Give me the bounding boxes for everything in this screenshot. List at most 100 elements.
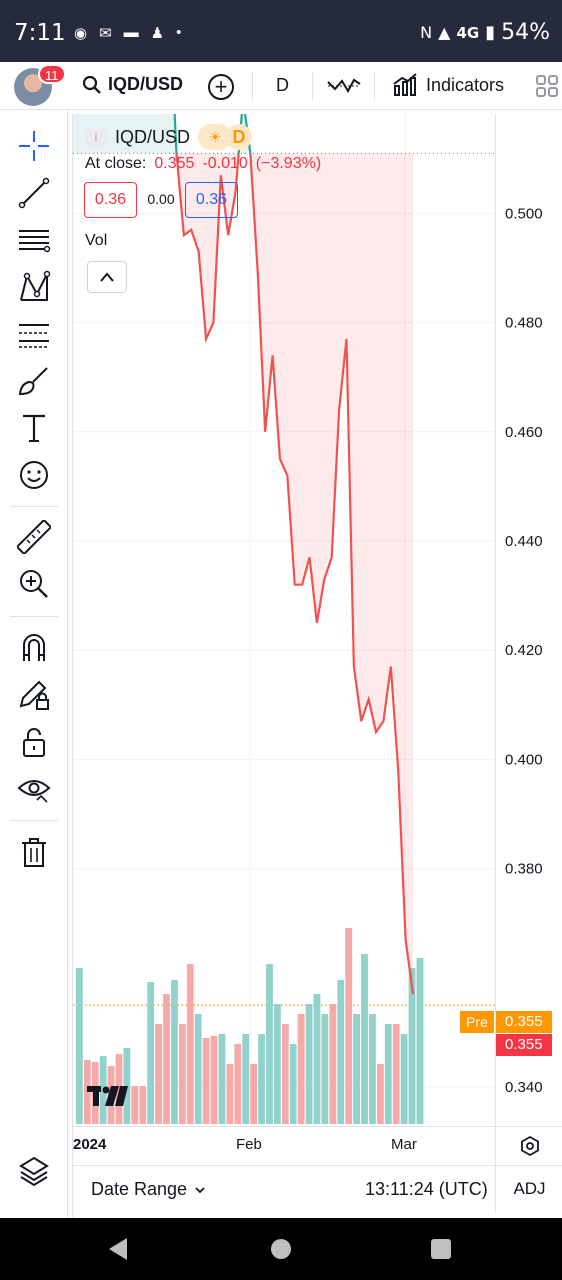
toolbar-divider <box>252 72 253 100</box>
symbol-logo-icon: i <box>85 126 107 148</box>
status-bar: 7:11 ◉ ✉ ▬ ♟ • N ▲ 4G ▮ 54% <box>0 0 562 62</box>
clock: 7:11 <box>14 20 66 46</box>
chevron-up-icon <box>100 272 114 282</box>
volume-bar <box>210 1036 218 1124</box>
indicators-icon <box>393 73 417 96</box>
adjust-button[interactable]: ADJ <box>495 1166 562 1212</box>
volume-bar <box>274 1004 281 1124</box>
volume-bar <box>321 1014 329 1124</box>
brush-icon <box>18 367 48 396</box>
buy-button[interactable]: 0.36 <box>185 182 238 218</box>
unlock-tool[interactable] <box>14 722 54 762</box>
lock-drawings-tool[interactable] <box>14 675 54 715</box>
chart-pane[interactable]: 0.680.660.640.620.600.580.560.540.520.50… <box>72 114 562 1218</box>
layers-icon <box>19 1156 49 1187</box>
volume-bar <box>416 958 424 1124</box>
investing-icon: ▬ <box>123 24 139 41</box>
text-icon <box>23 414 45 442</box>
volume-bar <box>202 1038 210 1124</box>
time-axis[interactable]: 2024 Feb Mar <box>73 1126 562 1165</box>
home-icon[interactable] <box>271 1239 291 1259</box>
pre-market-label: Pre <box>460 1011 494 1033</box>
crosshair-icon <box>19 131 49 161</box>
system-nav-bar <box>0 1218 562 1280</box>
y-tick-label: 0.340 <box>505 1079 543 1096</box>
chevron-down-icon <box>195 1187 205 1194</box>
volume-label: Vol <box>85 232 108 249</box>
emoji-tool[interactable] <box>14 455 54 495</box>
volume-bar <box>305 1004 313 1124</box>
settings-scroll-icon <box>520 1135 539 1157</box>
price-chart[interactable]: 0.680.660.640.620.600.580.560.540.520.50… <box>73 114 562 1126</box>
volume-bar <box>250 1064 258 1124</box>
volume-bar <box>289 1044 297 1124</box>
interval-button[interactable]: D <box>276 75 289 95</box>
top-toolbar: 11 IQD/USD + D Indicators <box>0 62 562 110</box>
volume-bar <box>163 994 170 1124</box>
back-icon[interactable] <box>109 1238 127 1260</box>
pattern-tool[interactable] <box>14 267 54 307</box>
visibility-tool[interactable] <box>14 769 54 809</box>
spread-value: 0.00 <box>147 191 175 207</box>
last-price-tag: 0.355 <box>496 1034 552 1056</box>
zoom-in-tool[interactable] <box>14 564 54 604</box>
signal-icon: ▲ <box>438 23 451 42</box>
trend-line-tool[interactable] <box>14 173 54 213</box>
recent-apps-icon[interactable] <box>431 1239 451 1259</box>
x-tick-label: 2024 <box>73 1136 107 1153</box>
x-tick-label: Mar <box>391 1136 417 1153</box>
toolbar-divider <box>10 506 58 507</box>
volume-bar <box>226 1064 234 1124</box>
y-tick-label: 0.480 <box>505 315 543 332</box>
volume-bar <box>329 1004 337 1124</box>
nfc-icon: N <box>420 23 433 42</box>
collapse-legend-button[interactable] <box>87 261 127 293</box>
volume-bar <box>313 994 321 1124</box>
layout-grid-icon[interactable] <box>535 74 559 98</box>
volume-bar <box>281 1024 289 1124</box>
magnet-tool[interactable] <box>14 628 54 668</box>
ruler-icon <box>17 520 51 554</box>
notification-badge: 11 <box>38 64 66 84</box>
toolbar-divider <box>312 72 313 100</box>
brush-tool[interactable] <box>14 361 54 401</box>
ruler-tool[interactable] <box>14 517 54 557</box>
price-change-percent: (−3.93%) <box>255 155 322 172</box>
battery-level: 54% <box>501 20 550 45</box>
eye-icon <box>17 780 51 803</box>
volume-bar <box>266 964 273 1124</box>
volume-bar <box>353 1014 360 1124</box>
go-to-realtime-button[interactable] <box>495 1127 562 1165</box>
indicators-button[interactable]: Indicators <box>392 72 504 98</box>
toolbar-divider <box>374 72 375 100</box>
price-series <box>173 114 415 995</box>
y-tick-label: 0.460 <box>505 424 543 441</box>
chart-type-line-icon[interactable] <box>326 72 362 100</box>
pattern-icon <box>20 270 51 301</box>
symbol-search-button[interactable]: IQD/USD <box>82 74 183 95</box>
network-type: 4G <box>456 23 480 42</box>
volume-bar <box>376 1064 384 1124</box>
text-tool[interactable] <box>14 408 54 448</box>
delete-tool[interactable] <box>14 832 54 872</box>
horizontal-lines-tool[interactable] <box>14 220 54 260</box>
volume-bar <box>297 1014 305 1124</box>
crosshair-tool[interactable] <box>14 126 54 166</box>
trash-icon <box>22 838 46 867</box>
volume-bar <box>242 1034 250 1124</box>
series-line-down <box>175 153 415 995</box>
date-range-button[interactable]: Date Range <box>91 1179 207 1201</box>
chart-legend[interactable]: i IQD/USD ☀ D <box>85 124 253 150</box>
forecast-tool[interactable] <box>14 314 54 354</box>
unlock-icon <box>23 728 45 757</box>
baseline-area <box>73 114 413 995</box>
utc-clock[interactable]: 13:11:24 (UTC) <box>365 1179 488 1199</box>
sell-button[interactable]: 0.36 <box>84 182 137 218</box>
mail-icon: ✉ <box>99 25 112 42</box>
add-symbol-button[interactable]: + <box>208 74 234 100</box>
legend-close-line: At close: 0.355 -0.010 (−3.93%) <box>85 155 321 173</box>
search-icon <box>82 75 101 94</box>
legend-symbol: IQD/USD <box>115 126 191 147</box>
volume-bar <box>384 1024 392 1124</box>
object-tree-tool[interactable] <box>14 1151 54 1191</box>
